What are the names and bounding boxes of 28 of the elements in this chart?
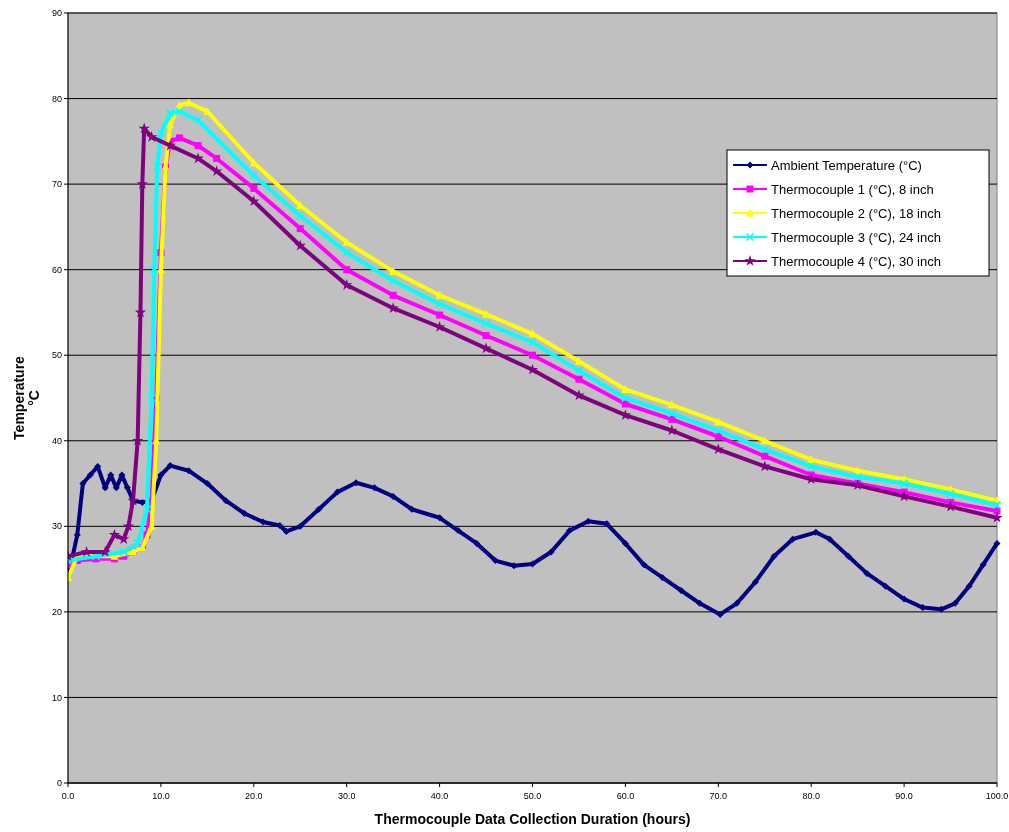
x-tick-label: 90.0 <box>895 791 913 801</box>
x-tick-label: 30.0 <box>337 791 356 801</box>
legend-label: Thermocouple 2 (°C), 18 inch <box>771 205 941 221</box>
y-tick-label: 20 <box>51 607 62 618</box>
legend-label: Thermocouple 1 (°C), 8 inch <box>771 181 934 197</box>
y-tick-label: 40 <box>51 435 62 446</box>
x-tick-label: 100.0 <box>985 791 1009 801</box>
x-tick-label: 10.0 <box>152 791 170 801</box>
x-tick-label: 60.0 <box>616 791 635 801</box>
y-tick-label: 90 <box>51 8 62 19</box>
y-axis-title: Temperature °C <box>11 355 43 440</box>
x-axis-title: Thermocouple Data Collection Duration (hours) <box>374 811 691 827</box>
legend-label: Thermocouple 3 (°C), 24 inch <box>771 229 941 245</box>
y-tick-label: 60 <box>51 264 62 275</box>
legend-label: Ambient Temperature (°C) <box>771 157 922 173</box>
x-tick-label: 80.0 <box>802 791 820 801</box>
legend-label: Thermocouple 4 (°C), 30 inch <box>771 253 941 269</box>
y-tick-label: 80 <box>51 93 62 104</box>
x-tick-label: 20.0 <box>245 791 263 801</box>
x-tick-label: 50.0 <box>523 791 542 801</box>
y-tick-label: 10 <box>51 692 62 703</box>
y-tick-label: 0 <box>56 778 62 789</box>
x-tick-label: 70.0 <box>709 791 728 801</box>
x-tick-label: 0.0 <box>61 791 75 801</box>
y-tick-label: 70 <box>51 179 62 190</box>
x-tick-label: 40.0 <box>430 791 449 801</box>
y-tick-label: 30 <box>51 521 62 532</box>
y-tick-label: 50 <box>51 350 62 361</box>
